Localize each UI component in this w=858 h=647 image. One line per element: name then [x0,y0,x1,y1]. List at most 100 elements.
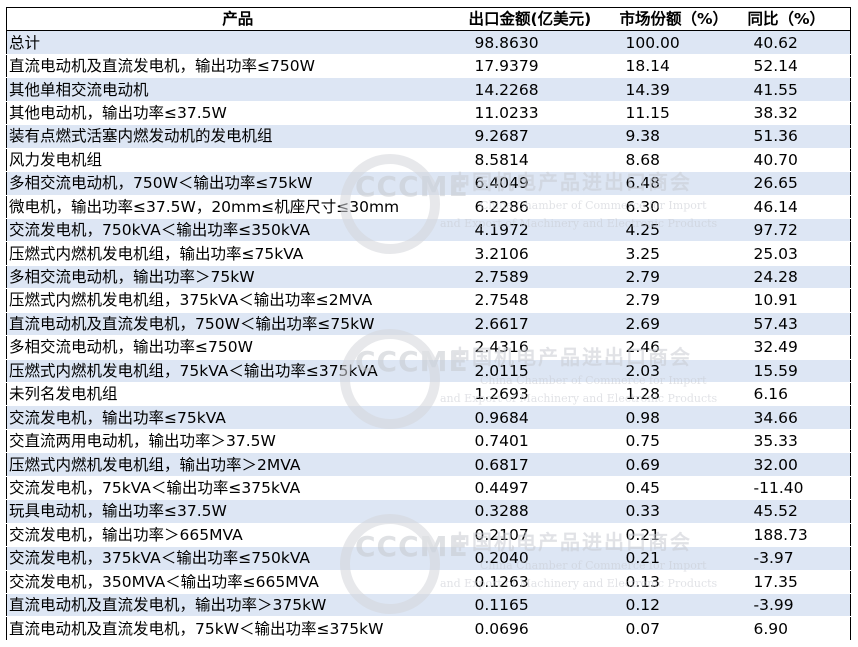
table-body: 总计 98.8630 100.00 40.62 直流电动机及直流发电机，输出功率≤750… [6,30,851,641]
cell-yoy: 97.72 [745,218,851,243]
table-row: 交流发电机，750kVA＜输出功率≤350kVA 4.1972 4.25 97.72 [6,218,851,243]
table-row: 交流发电机，输出功率＞665MVA 0.2107 0.21 188.73 [6,523,851,548]
table-row: 直流电动机及直流发电机，输出功率＞375kW 0.1165 0.12 -3.99 [6,593,851,618]
cell-market-share: 11.15 [617,101,746,126]
table-row: 压燃式内燃机发电机组，375kVA＜输出功率≤2MVA 2.7548 2.79 10.… [6,288,851,313]
cell-yoy: 45.52 [745,499,851,524]
cell-yoy: 34.66 [745,405,851,430]
cell-yoy: 10.91 [745,288,851,313]
table-row: 交流发电机，375kVA＜输出功率≤750kVA 0.2040 0.21 -3.97 [6,546,851,571]
cell-product: 装有点燃式活塞内燃发动机的发电机组 [6,124,467,149]
cell-export-value: 0.3288 [466,499,618,524]
cell-export-value: 2.7548 [466,288,618,313]
cell-market-share: 0.07 [617,616,746,641]
cell-export-value: 0.2040 [466,546,618,571]
cell-market-share: 2.79 [617,288,746,313]
cell-market-share: 4.25 [617,218,746,243]
cell-market-share: 0.33 [617,499,746,524]
cell-yoy: 17.35 [745,570,851,594]
table-row: 风力发电机组 8.5814 8.68 40.70 [6,148,851,173]
cell-product: 压燃式内燃机发电机组，75kVA＜输出功率≤375kVA [6,359,467,384]
cell-product: 直流电动机及直流发电机，输出功率≤750W [6,54,467,79]
cell-product: 风力发电机组 [6,148,467,173]
table-row: 其他电动机，输出功率≤37.5W 11.0233 11.15 38.32 [6,101,851,126]
cell-yoy: 52.14 [745,54,851,79]
cell-yoy: 32.00 [745,452,851,477]
cell-yoy: 35.33 [745,429,851,454]
cell-market-share: 9.38 [617,124,746,149]
cell-export-value: 8.5814 [466,148,618,173]
cell-product: 多相交流电动机，输出功率≤750W [6,335,467,360]
cell-yoy: 38.32 [745,101,851,126]
cell-yoy: -3.97 [745,546,851,571]
cell-product: 直流电动机及直流发电机，75kW＜输出功率≤375kW [6,616,467,641]
cell-export-value: 2.4316 [466,335,618,360]
cell-market-share: 2.03 [617,359,746,384]
cell-export-value: 0.7401 [466,429,618,454]
cell-export-value: 14.2268 [466,77,618,102]
table-row: 直流电动机及直流发电机，75kW＜输出功率≤375kW 0.0696 0.07 6.9… [6,616,851,641]
header-export-value: 出口金额(亿美元) [466,7,618,32]
cell-product: 压燃式内燃机发电机组，375kVA＜输出功率≤2MVA [6,288,467,313]
table-row: 多相交流电动机，输出功率＞75kW 2.7589 2.79 24.28 [6,265,851,290]
cell-export-value: 9.2687 [466,124,618,149]
cell-market-share: 2.79 [617,265,746,290]
cell-product: 直流电动机及直流发电机，750W＜输出功率≤75kW [6,312,467,337]
cell-export-value: 1.2693 [466,382,618,407]
cell-yoy: 40.70 [745,148,851,173]
cell-market-share: 18.14 [617,54,746,79]
table-row: 直流电动机及直流发电机，750W＜输出功率≤75kW 2.6617 2.69 57.4… [6,312,851,337]
table-row: 交直流两用电动机，输出功率＞37.5W 0.7401 0.75 35.33 [6,429,851,454]
cell-product: 多相交流电动机，输出功率＞75kW [6,265,467,290]
cell-yoy: 51.36 [745,124,851,149]
cell-yoy: 188.73 [745,523,851,548]
cell-yoy: 6.16 [745,382,851,407]
cell-product: 交流发电机，输出功率≤75kVA [6,405,467,430]
table-row: 总计 98.8630 100.00 40.62 [6,30,851,55]
cell-market-share: 0.69 [617,452,746,477]
cell-market-share: 2.46 [617,335,746,360]
table-row: 压燃式内燃机发电机组，输出功率＞2MVA 0.6817 0.69 32.00 [6,452,851,477]
cell-export-value: 0.1263 [466,570,618,594]
cell-product: 总计 [6,30,467,55]
table-row: 微电机，输出功率≤37.5W，20mm≤机座尺寸≤30mm 6.2286 6.30 4… [6,195,851,219]
cell-product: 其他单相交流电动机 [6,77,467,102]
export-table: 产品 出口金额(亿美元) 市场份额（%） 同比（%） 总计 98.8630 100.… [6,7,851,641]
cell-market-share: 0.21 [617,523,746,548]
cell-yoy: 26.65 [745,171,851,196]
cell-market-share: 6.48 [617,171,746,196]
header-yoy: 同比（%） [745,7,851,32]
cell-export-value: 2.7589 [466,265,618,290]
cell-export-value: 6.4049 [466,171,618,196]
table-row: 未列名发电机组 1.2693 1.28 6.16 [6,382,851,407]
cell-market-share: 0.13 [617,570,746,594]
cell-export-value: 0.0696 [466,616,618,641]
cell-market-share: 100.00 [617,30,746,55]
cell-export-value: 0.6817 [466,452,618,477]
cell-market-share: 0.98 [617,405,746,430]
header-market-share: 市场份额（%） [617,7,746,32]
cell-market-share: 0.21 [617,546,746,571]
table-row: 压燃式内燃机发电机组，输出功率≤75kVA 3.2106 3.25 25.03 [6,241,851,266]
cell-export-value: 17.9379 [466,54,618,79]
cell-export-value: 2.6617 [466,312,618,337]
cell-export-value: 4.1972 [466,218,618,243]
cell-export-value: 0.1165 [466,593,618,618]
cell-export-value: 6.2286 [466,195,618,219]
cell-product: 压燃式内燃机发电机组，输出功率＞2MVA [6,452,467,477]
cell-product: 直流电动机及直流发电机，输出功率＞375kW [6,593,467,618]
table-row: 玩具电动机，输出功率≤37.5W 0.3288 0.33 45.52 [6,499,851,524]
cell-yoy: 57.43 [745,312,851,337]
cell-yoy: 46.14 [745,195,851,219]
cell-yoy: 32.49 [745,335,851,360]
cell-market-share: 2.69 [617,312,746,337]
cell-product: 交流发电机，350MVA＜输出功率≤665MVA [6,570,467,594]
cell-export-value: 0.4497 [466,476,618,501]
table-row: 交流发电机，350MVA＜输出功率≤665MVA 0.1263 0.13 17.35 [6,570,851,594]
cell-product: 玩具电动机，输出功率≤37.5W [6,499,467,524]
cell-product: 交流发电机，375kVA＜输出功率≤750kVA [6,546,467,571]
table-row: 交流发电机，75kVA＜输出功率≤375kVA 0.4497 0.45 -11.40 [6,476,851,501]
cell-yoy: 15.59 [745,359,851,384]
cell-yoy: 6.90 [745,616,851,641]
table-row: 多相交流电动机，输出功率≤750W 2.4316 2.46 32.49 [6,335,851,360]
